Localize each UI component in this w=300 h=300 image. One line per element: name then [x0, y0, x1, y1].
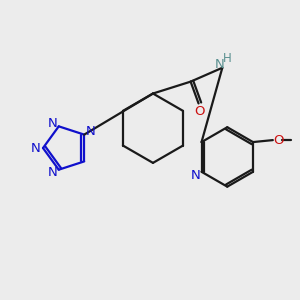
Text: O: O	[274, 134, 284, 147]
Text: N: N	[191, 169, 200, 182]
Text: O: O	[194, 105, 205, 118]
Text: N: N	[48, 166, 58, 179]
Text: N: N	[48, 117, 58, 130]
Text: N: N	[214, 58, 224, 71]
Text: N: N	[31, 142, 41, 154]
Text: N: N	[85, 125, 95, 138]
Text: H: H	[223, 52, 232, 65]
